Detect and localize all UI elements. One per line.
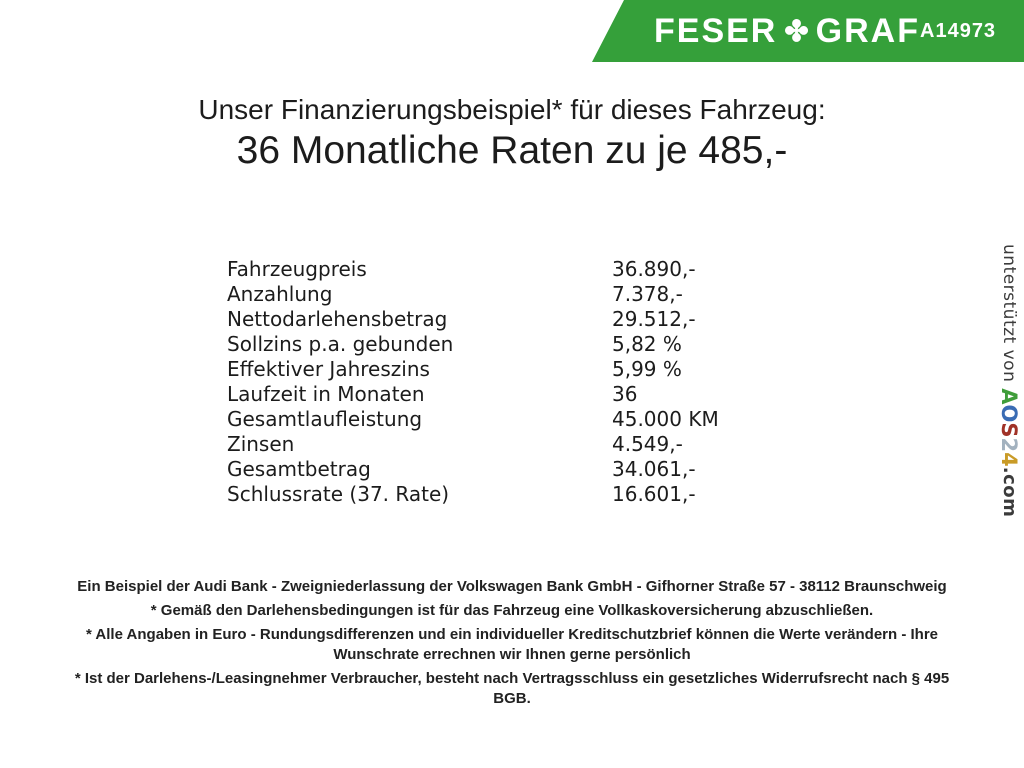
disclaimer-withdrawal-right: * Ist der Darlehens-/Leasingnehmer Verbr… — [74, 670, 950, 707]
row-value: 45.000 KM — [612, 407, 719, 431]
row-label: Gesamtbetrag — [227, 457, 371, 481]
table-row: Effektiver Jahreszins 5,99 % — [227, 357, 719, 382]
brand-banner: FESER ✤ GRAF A14973 — [592, 0, 1024, 62]
page-title: Unser Finanzierungsbeispiel* für dieses … — [0, 92, 1024, 174]
table-row: Schlussrate (37. Rate) 16.601,- — [227, 482, 719, 507]
row-label: Zinsen — [227, 432, 295, 456]
aos24-letter: A — [997, 388, 1021, 405]
row-value: 4.549,- — [612, 432, 683, 456]
row-label: Anzahlung — [227, 282, 333, 306]
clover-icon: ✤ — [784, 15, 809, 48]
row-value: 29.512,- — [612, 307, 696, 331]
table-row: Laufzeit in Monaten 36 — [227, 382, 719, 407]
row-value: 5,99 % — [612, 357, 682, 381]
table-row: Sollzins p.a. gebunden 5,82 % — [227, 332, 719, 357]
row-value: 34.061,- — [612, 457, 696, 481]
table-row: Nettodarlehensbetrag 29.512,- — [227, 307, 719, 332]
title-line-1: Unser Finanzierungsbeispiel* für dieses … — [198, 94, 826, 125]
disclaimer-footer: Ein Beispiel der Audi Bank - Zweignieder… — [0, 577, 1024, 713]
brand-name-left: FESER — [654, 11, 778, 50]
table-row: Anzahlung 7.378,- — [227, 282, 719, 307]
row-label: Gesamtlaufleistung — [227, 407, 423, 431]
aos24-logo: AOS24 — [997, 388, 1021, 467]
row-label: Fahrzeugpreis — [227, 257, 367, 281]
table-row: Gesamtlaufleistung 45.000 KM — [227, 407, 719, 432]
disclaimer-euro-values: * Alle Angaben in Euro - Rundungsdiffere… — [85, 626, 939, 663]
table-row: Zinsen 4.549,- — [227, 432, 719, 457]
row-label: Schlussrate (37. Rate) — [227, 482, 450, 506]
table-row: Fahrzeugpreis 36.890,- — [227, 257, 719, 282]
row-value: 16.601,- — [612, 482, 696, 506]
title-line-2: 36 Monatliche Raten zu je 485,- — [236, 129, 788, 172]
row-value: 5,82 % — [612, 332, 682, 356]
financing-table: Fahrzeugpreis 36.890,- Anzahlung 7.378,-… — [227, 257, 719, 507]
disclaimer-bank-address: Ein Beispiel der Audi Bank - Zweignieder… — [77, 578, 947, 595]
row-value: 36 — [612, 382, 638, 406]
supported-by-label: unterstützt von — [999, 244, 1019, 389]
aos24-letter: S — [997, 422, 1021, 438]
row-label: Laufzeit in Monaten — [227, 382, 425, 406]
row-value: 36.890,- — [612, 257, 696, 281]
aos24-letter: O — [997, 404, 1021, 423]
row-label: Nettodarlehensbetrag — [227, 307, 448, 331]
row-label: Sollzins p.a. gebunden — [227, 332, 454, 356]
disclaimer-insurance: * Gemäß den Darlehensbedingungen ist für… — [150, 602, 874, 619]
supported-by-strip: unterstützt von AOS24.com — [997, 244, 1021, 517]
vehicle-id-badge: A14973 — [920, 19, 997, 42]
aos24-domain-suffix: .com — [999, 466, 1020, 518]
row-label: Effektiver Jahreszins — [227, 357, 430, 381]
brand-name-right: GRAF — [815, 11, 920, 50]
brand-logo: FESER ✤ GRAF — [654, 12, 920, 51]
table-row: Gesamtbetrag 34.061,- — [227, 457, 719, 482]
row-value: 7.378,- — [612, 282, 683, 306]
aos24-letter: 2 — [997, 437, 1021, 453]
aos24-letter: 4 — [997, 452, 1021, 467]
